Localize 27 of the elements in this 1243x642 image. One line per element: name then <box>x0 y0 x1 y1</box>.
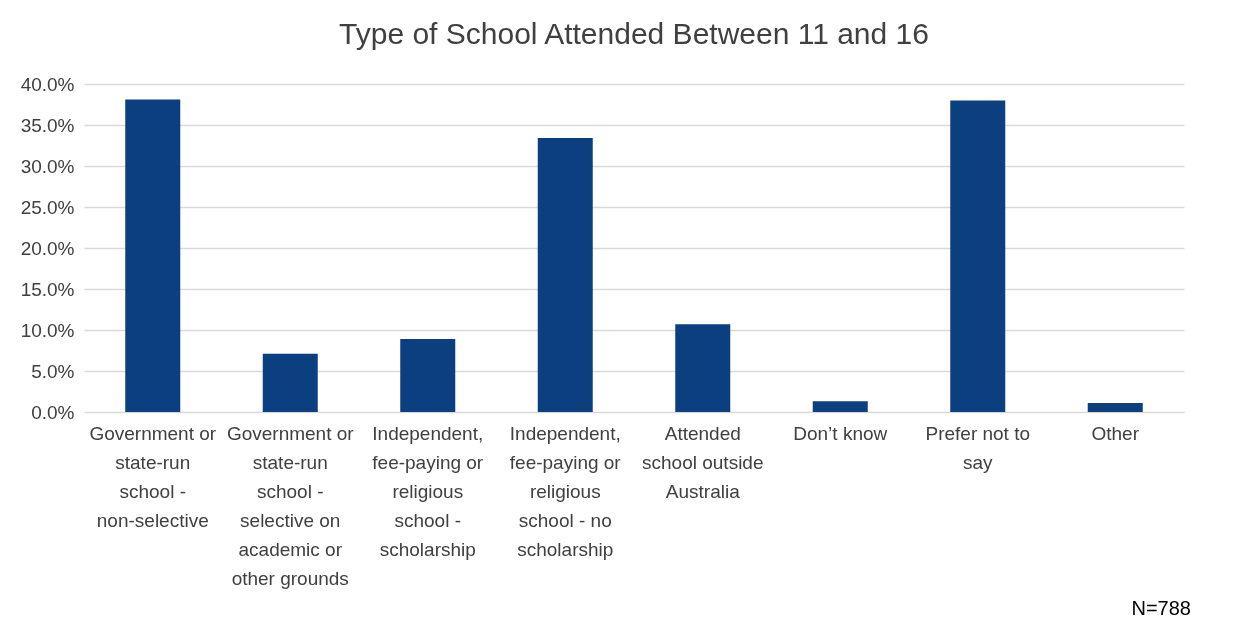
x-tick-label: Prefer not to say <box>925 422 1031 473</box>
x-tick-label: Other <box>1091 422 1140 444</box>
x-tick-label: Independent, fee-paying or religious school - no scholarship <box>509 422 622 560</box>
bar <box>675 324 731 412</box>
bar <box>125 99 181 412</box>
x-tick-label: Government or state-run school - non-selective <box>89 422 217 531</box>
bar <box>400 339 456 412</box>
y-tick-label: 40.0% <box>20 73 75 95</box>
x-tick-label: Government or state-run school - selective on academic or other grounds <box>226 422 355 589</box>
y-tick-label: 10.0% <box>20 319 75 341</box>
x-tick-label: Attended school outside Australia <box>642 422 764 502</box>
y-tick-label: 15.0% <box>20 278 75 300</box>
x-tick-label: Don’t know <box>793 422 888 444</box>
y-tick-label: 30.0% <box>20 155 75 177</box>
text: N=788 <box>1131 597 1191 620</box>
chart-title: Type of School Attended Between 11 and 16 <box>339 17 929 50</box>
bar <box>812 401 868 412</box>
bar <box>537 138 593 412</box>
bar <box>950 100 1006 412</box>
bar <box>262 353 318 412</box>
y-tick-label: 25.0% <box>20 196 75 218</box>
y-tick-label: 5.0% <box>31 360 75 382</box>
y-tick-label: 0.0% <box>31 401 75 423</box>
x-tick-label: Independent, fee-paying or religious school - scholarship <box>372 422 484 560</box>
bar <box>1087 402 1143 412</box>
y-tick-label: 20.0% <box>20 237 75 259</box>
y-tick-label: 35.0% <box>20 114 75 136</box>
